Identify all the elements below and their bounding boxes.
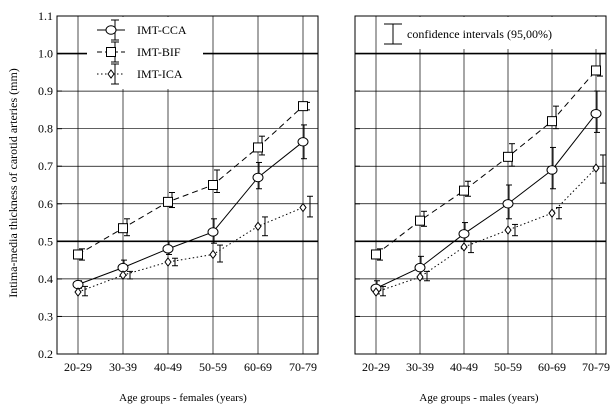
data-point xyxy=(254,221,262,232)
y-tick-label: 0.6 xyxy=(38,197,53,211)
data-point xyxy=(298,101,308,112)
series-imt-cca xyxy=(72,124,309,290)
data-point xyxy=(73,249,83,260)
x-tick-label: 30-39 xyxy=(406,360,434,374)
data-point xyxy=(416,272,424,282)
legend-marker xyxy=(105,25,117,35)
females-panel: 0.2 0.3 0.4 0.5 0.6 0.7 0.8 0.9 1.0 1.1 20-29 30-39… xyxy=(38,9,319,404)
x-tick-label: 20-29 xyxy=(64,360,92,374)
plot-frame xyxy=(354,15,607,355)
series-line xyxy=(375,70,597,255)
y-tick-label: 0.7 xyxy=(38,159,53,173)
x-tick-label: 30-39 xyxy=(109,360,137,374)
males-panel: 20-29 30-39 40-49 50-59 60-69 70-79 Age groups… xyxy=(354,15,610,404)
data-point xyxy=(371,249,381,260)
data-point xyxy=(415,215,425,226)
data-point xyxy=(459,185,469,196)
data-point xyxy=(164,257,172,267)
x-tick-label: 70-79 xyxy=(582,360,610,374)
series-line xyxy=(375,113,597,289)
data-point xyxy=(592,163,600,173)
data-point xyxy=(503,151,513,162)
series-imt-bif xyxy=(73,101,310,261)
y-tick-label: 1.0 xyxy=(38,47,53,61)
y-axis-label: Intima-media thickness of carotid arteri… xyxy=(6,68,20,298)
legend-label: IMT-BIF xyxy=(137,45,181,59)
series-line xyxy=(375,167,597,293)
y-tick-label: 0.8 xyxy=(38,122,53,136)
series-line xyxy=(77,207,304,293)
legend-label: IMT-ICA xyxy=(137,67,183,81)
data-point xyxy=(209,249,217,260)
legend-marker xyxy=(107,69,115,79)
plot-frame xyxy=(56,15,319,355)
y-tick-label: 1.1 xyxy=(38,9,53,23)
data-point xyxy=(74,287,82,297)
data-point xyxy=(590,108,602,119)
x-tick-label: 20-29 xyxy=(362,360,390,374)
x-axis-label: Age groups - males (years) xyxy=(419,392,538,404)
y-tick-label: 0.2 xyxy=(38,347,53,361)
data-point xyxy=(118,223,128,234)
series-imt-cca xyxy=(370,90,602,295)
series-line xyxy=(77,105,304,255)
data-point xyxy=(414,262,426,273)
legend-right: confidence intervals (95,00%) xyxy=(377,17,600,49)
data-point xyxy=(207,227,219,237)
data-point xyxy=(458,229,470,239)
data-point xyxy=(299,202,307,213)
data-point xyxy=(162,244,174,254)
x-axis-label: Age groups - females (years) xyxy=(119,392,247,404)
legend-label: IMT-CCA xyxy=(137,23,187,37)
data-point xyxy=(548,208,556,219)
data-point xyxy=(547,116,557,127)
data-point xyxy=(460,242,468,252)
data-point xyxy=(252,172,264,183)
x-tick-label: 50-59 xyxy=(494,360,522,374)
data-point xyxy=(372,287,380,297)
data-point xyxy=(119,270,127,280)
x-tick-label: 60-69 xyxy=(244,360,272,374)
series-line xyxy=(77,141,304,285)
x-tick-label: 40-49 xyxy=(450,360,478,374)
legend-background xyxy=(377,17,600,49)
y-tick-label: 0.5 xyxy=(38,234,53,248)
data-point xyxy=(504,225,512,235)
data-point xyxy=(546,165,558,175)
x-tick-label: 40-49 xyxy=(154,360,182,374)
data-point xyxy=(208,180,218,190)
legend-left: IMT-CCA IMT-BIF IMT-ICA xyxy=(87,17,203,89)
x-tick-label: 50-59 xyxy=(199,360,227,374)
data-point xyxy=(502,199,514,209)
x-tick-label: 70-79 xyxy=(289,360,317,374)
y-tick-label: 0.3 xyxy=(38,309,53,323)
y-tick-label: 0.4 xyxy=(38,272,53,286)
data-point xyxy=(591,65,601,76)
x-tick-label: 60-69 xyxy=(538,360,566,374)
series-imt-bif xyxy=(371,53,603,261)
legend-label: confidence intervals (95,00%) xyxy=(407,27,552,41)
data-point xyxy=(253,142,263,153)
series-imt-ica xyxy=(372,154,606,297)
data-point xyxy=(297,137,309,147)
y-tick-label: 0.9 xyxy=(38,84,53,98)
data-point xyxy=(163,196,173,207)
legend-marker xyxy=(106,47,116,57)
series-imt-ica xyxy=(74,195,313,297)
